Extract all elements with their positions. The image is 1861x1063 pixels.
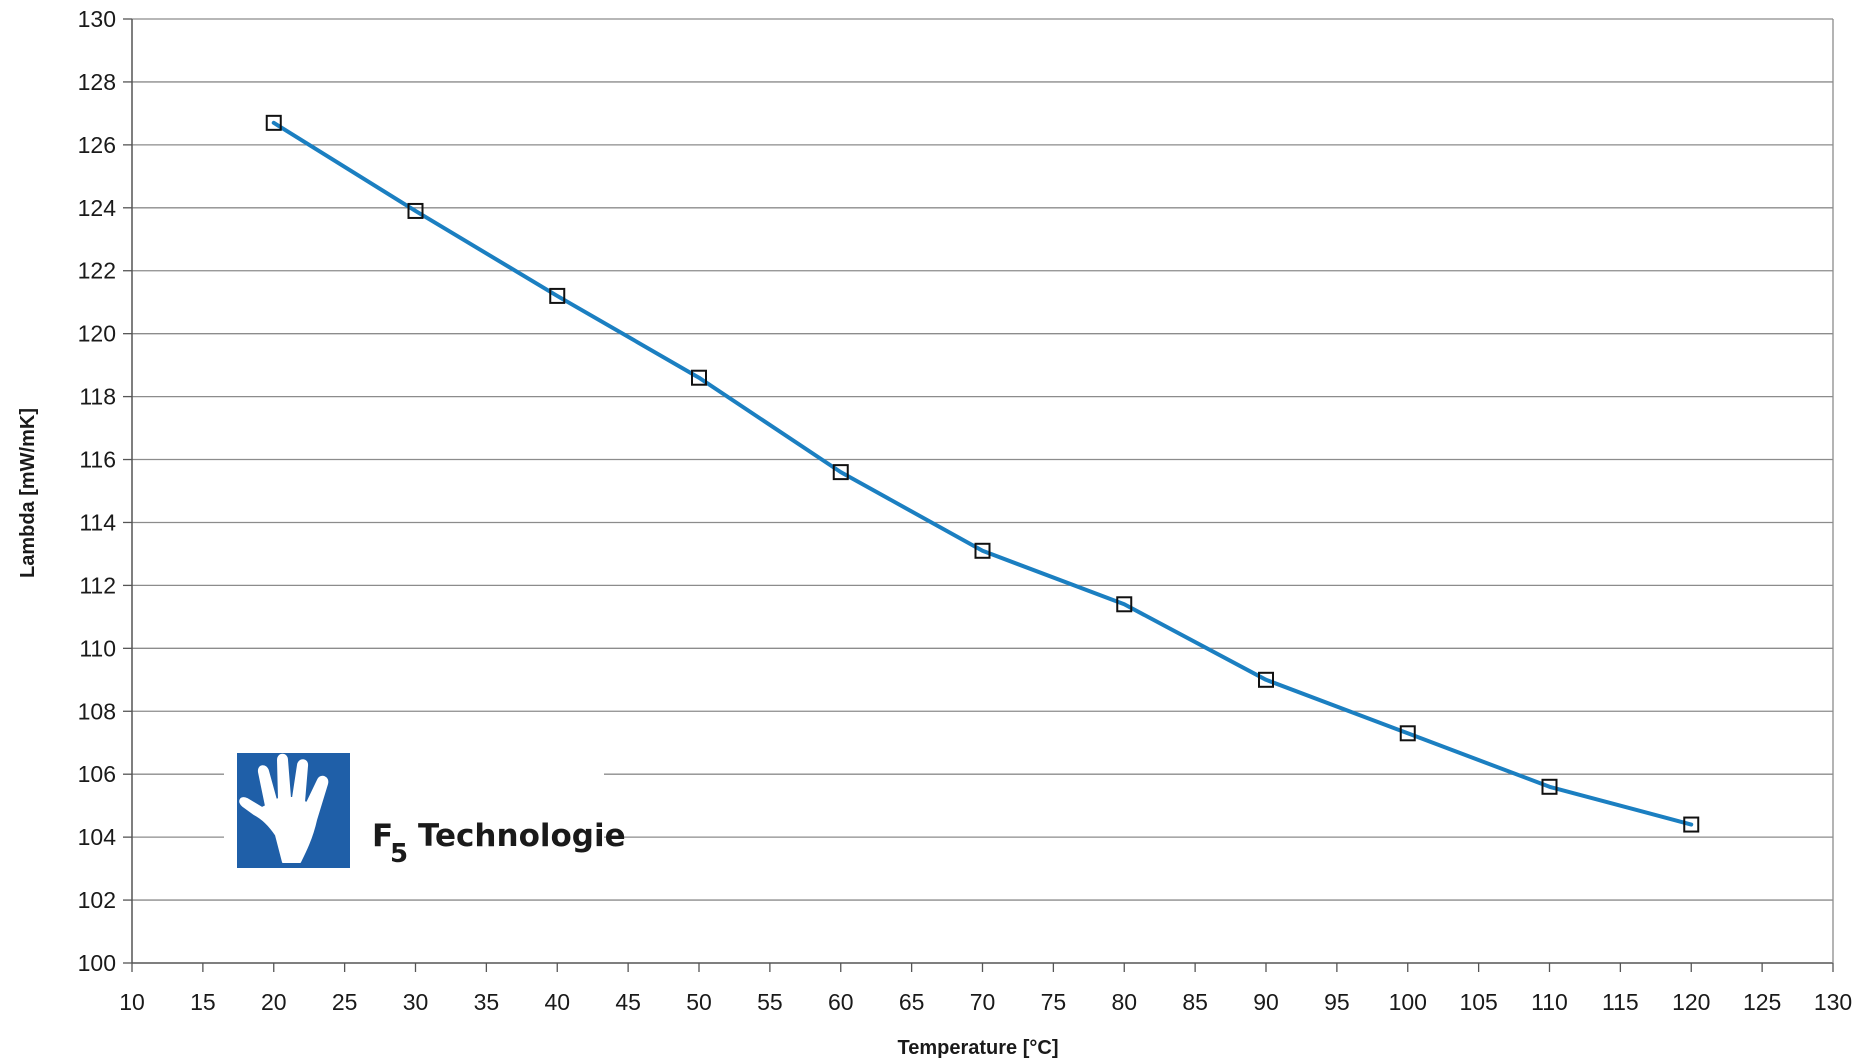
- x-tick-label: 10: [119, 989, 145, 1015]
- y-tick-label: 130: [78, 6, 116, 32]
- x-tick-label: 35: [474, 989, 500, 1015]
- y-tick-label: 128: [78, 69, 116, 95]
- y-tick-label: 118: [79, 384, 116, 410]
- x-tick-label: 125: [1743, 989, 1781, 1015]
- data-point: [1541, 778, 1558, 795]
- y-tick-label: 106: [78, 761, 116, 787]
- x-tick-label: 15: [190, 989, 216, 1015]
- logo-subscript: 5: [390, 839, 408, 869]
- y-tick-label: 114: [79, 509, 116, 535]
- x-axis-title: Temperature [°C]: [898, 1037, 1059, 1059]
- data-point: [1116, 596, 1133, 613]
- y-tick-label: 108: [78, 698, 116, 724]
- y-tick-label: 100: [78, 950, 116, 976]
- x-tick-label: 75: [1041, 989, 1067, 1015]
- data-point: [974, 542, 991, 559]
- x-tick-label: 105: [1459, 989, 1497, 1015]
- x-tick-label: 60: [828, 989, 854, 1015]
- x-tick-label: 30: [403, 989, 429, 1015]
- y-tick-label: 124: [78, 195, 117, 221]
- x-tick-label: 55: [757, 989, 783, 1015]
- data-point: [407, 202, 424, 219]
- data-series: [265, 114, 1700, 833]
- x-tick-labels: 10 15 20 25 30 35 40 45 50 55 60 65 70 75 80 85 90 95 100 1…: [119, 989, 1852, 1015]
- x-tick-label: 90: [1253, 989, 1279, 1015]
- logo: F 5 Technologie: [224, 748, 626, 872]
- y-axis-title: Lambda [mW/mK]: [17, 408, 39, 578]
- x-tick-label: 85: [1182, 989, 1208, 1015]
- x-tick-label: 100: [1389, 989, 1427, 1015]
- y-tick-label: 102: [78, 887, 116, 913]
- y-tick-label: 122: [78, 258, 116, 284]
- data-point: [549, 287, 566, 304]
- y-tick-label: 110: [79, 635, 116, 661]
- x-tick-label: 40: [544, 989, 570, 1015]
- x-tick-label: 115: [1602, 989, 1639, 1015]
- y-tick-labels: 100 102 104 106 108 110 112 114 116 118 120 122 124 1…: [78, 6, 117, 976]
- logo-letter: F: [372, 818, 393, 854]
- x-tick-label: 110: [1531, 989, 1568, 1015]
- y-tick-label: 104: [78, 824, 117, 850]
- series-line: [271, 120, 1694, 827]
- data-point: [832, 464, 849, 481]
- x-tick-label: 50: [686, 989, 712, 1015]
- y-tick-label: 120: [78, 321, 116, 347]
- y-tick-label: 126: [78, 132, 116, 158]
- data-point: [691, 369, 707, 386]
- data-point: [1399, 725, 1416, 742]
- data-point: [1683, 816, 1700, 833]
- x-tick-label: 95: [1324, 989, 1350, 1015]
- x-tick-label: 70: [970, 989, 996, 1015]
- x-tick-label: 45: [615, 989, 641, 1015]
- grid-lines: [132, 18, 1833, 901]
- x-tick-label: 130: [1814, 989, 1852, 1015]
- hand-icon: [239, 753, 329, 863]
- y-tick-label: 112: [79, 572, 116, 598]
- axes: [123, 18, 1834, 972]
- data-point: [265, 114, 282, 131]
- x-tick-label: 120: [1672, 989, 1710, 1015]
- logo-word: Technologie: [418, 818, 626, 854]
- y-tick-label: 116: [79, 447, 116, 473]
- x-tick-label: 65: [899, 989, 925, 1015]
- data-point: [1258, 671, 1274, 688]
- x-tick-label: 25: [332, 989, 358, 1015]
- x-tick-label: 20: [261, 989, 287, 1015]
- x-tick-label: 80: [1111, 989, 1137, 1015]
